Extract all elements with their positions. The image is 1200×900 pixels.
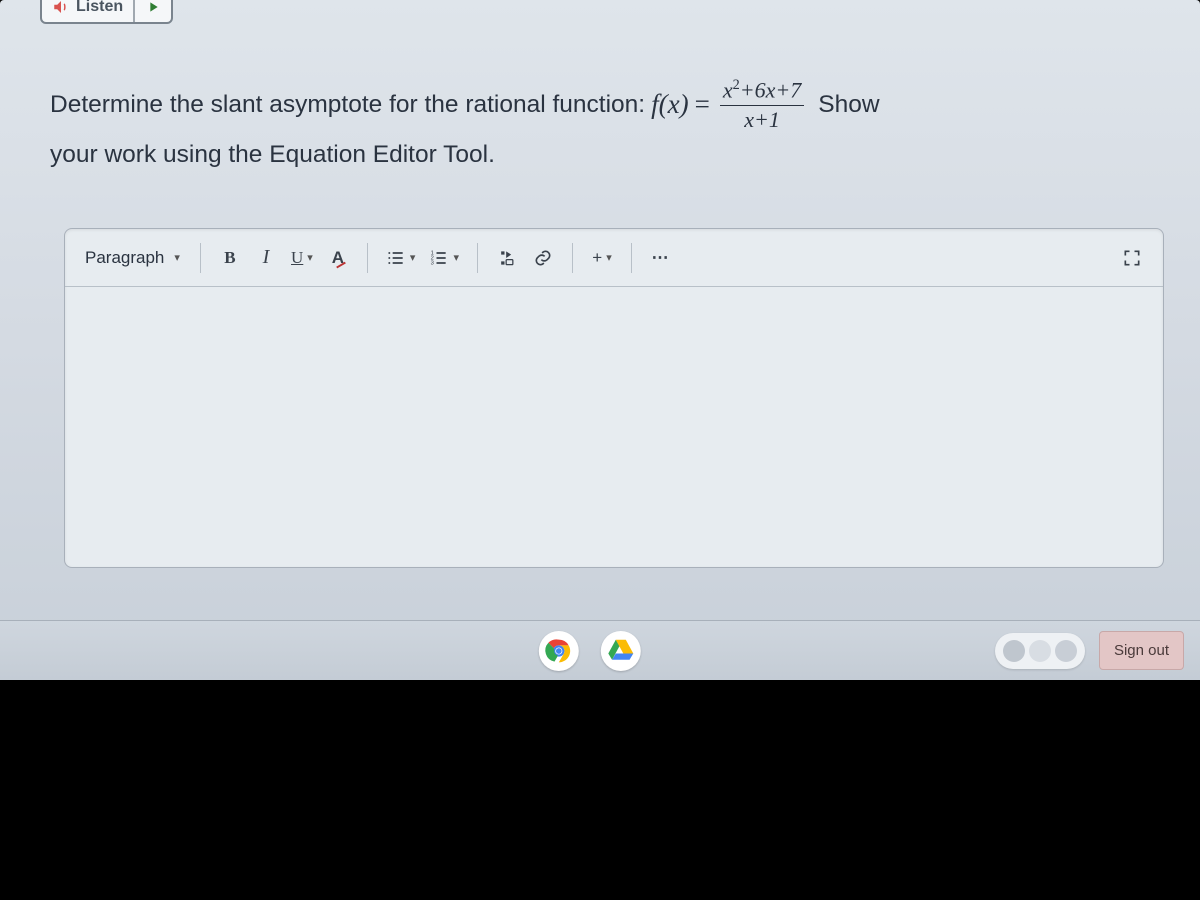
ordered-list-icon: 123 [429, 248, 449, 268]
ordered-list-button[interactable]: 123 ▾ [423, 240, 465, 276]
editor-toolbar: Paragraph ▾ B I U ▾ A ▾ 123 ▾ [65, 229, 1163, 287]
listen-label: Listen [76, 0, 123, 16]
toolbar-divider [367, 243, 368, 273]
below-screen-black [0, 680, 1200, 900]
more-button[interactable]: ⋯ [644, 240, 678, 276]
list-icon [386, 248, 406, 268]
denominator: x+1 [744, 106, 780, 132]
expand-icon [1122, 248, 1142, 268]
svg-text:3: 3 [431, 260, 434, 266]
list-button[interactable]: ▾ [380, 240, 422, 276]
tray-status-pill[interactable] [995, 633, 1085, 669]
underline-button[interactable]: U ▾ [285, 240, 319, 276]
tray-dot-icon [1003, 640, 1025, 662]
insert-button[interactable]: + ▾ [585, 240, 619, 276]
toolbar-divider [631, 243, 632, 273]
question-text: Determine the slant asymptote for the ra… [50, 78, 1160, 177]
math-expression: f(x) = x2+6x+7 x+1 [651, 78, 808, 132]
toolbar-divider [200, 243, 201, 273]
chevron-down-icon: ▾ [606, 251, 612, 264]
taskbar-center [539, 631, 641, 671]
toolbar-divider [477, 243, 478, 273]
media-button[interactable] [490, 240, 524, 276]
question-part1: Determine the slant asymptote for the ra… [50, 82, 645, 127]
question-show: Show [818, 82, 879, 127]
play-button[interactable] [135, 0, 171, 22]
editor-textarea[interactable] [65, 287, 1163, 567]
link-button[interactable] [526, 240, 560, 276]
chevron-down-icon: ▾ [307, 251, 313, 264]
tray-dot-icon [1029, 640, 1051, 662]
chevron-down-icon: ▾ [410, 251, 416, 264]
numerator: x2+6x+7 [720, 78, 804, 106]
tray-dot-icon [1055, 640, 1077, 662]
sign-out-button[interactable]: Sign out [1099, 631, 1184, 670]
chevron-down-icon: ▾ [174, 251, 180, 264]
format-select[interactable]: Paragraph ▾ [79, 240, 188, 276]
chrome-app-icon[interactable] [539, 631, 579, 671]
fraction: x2+6x+7 x+1 [720, 78, 804, 132]
drive-app-icon[interactable] [601, 631, 641, 671]
text-color-button[interactable]: A [321, 240, 355, 276]
speaker-icon [52, 0, 70, 16]
fullscreen-button[interactable] [1115, 240, 1149, 276]
listen-button-group: Listen [40, 0, 173, 24]
link-icon [533, 248, 553, 268]
system-tray: Sign out [995, 631, 1184, 670]
listen-button[interactable]: Listen [42, 0, 135, 22]
equation-editor: Paragraph ▾ B I U ▾ A ▾ 123 ▾ [64, 228, 1164, 568]
media-icon [497, 248, 517, 268]
app-screen: Listen Determine the slant asymptote for… [0, 0, 1200, 680]
italic-button[interactable]: I [249, 240, 283, 276]
question-part2: your work using the Equation Editor Tool… [50, 132, 1160, 177]
toolbar-divider [572, 243, 573, 273]
os-taskbar: Sign out [0, 620, 1200, 680]
bold-button[interactable]: B [213, 240, 247, 276]
chevron-down-icon: ▾ [453, 251, 459, 264]
